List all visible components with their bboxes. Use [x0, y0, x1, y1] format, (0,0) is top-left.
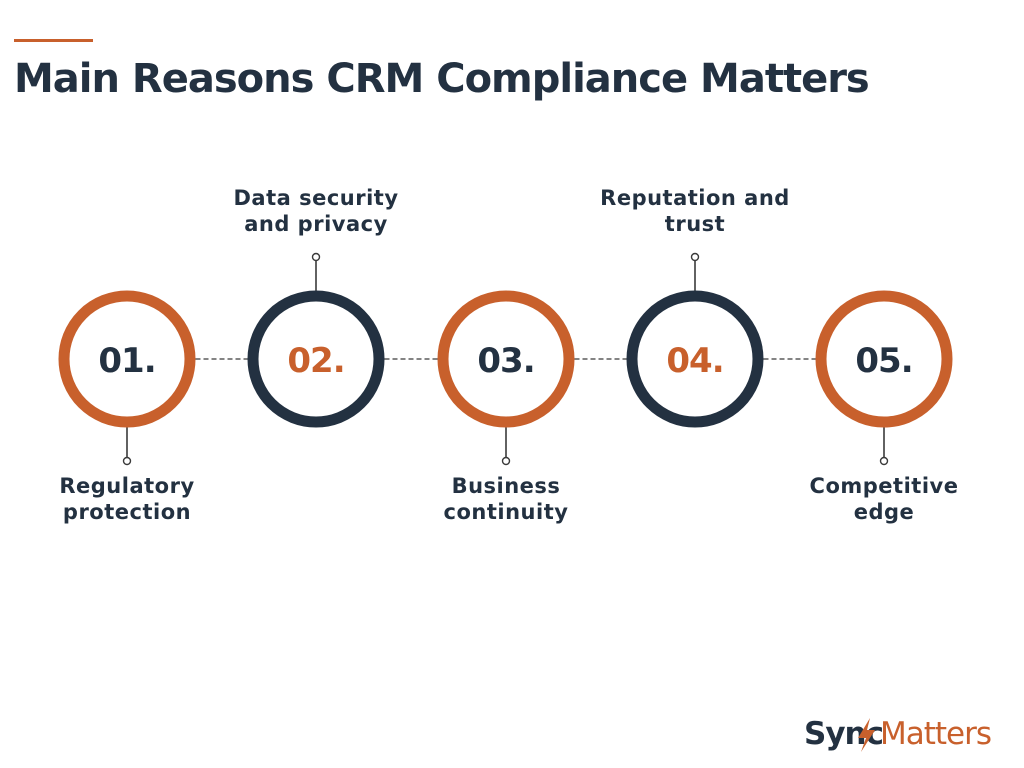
title-accent-line — [14, 39, 93, 42]
step-label-2: Data security and privacy — [206, 185, 426, 237]
step-number-4: 04. — [666, 341, 723, 381]
page-title: Main Reasons CRM Compliance Matters — [14, 56, 870, 102]
step-ring-5 — [815, 290, 953, 428]
stem-dot-5 — [879, 456, 889, 466]
step-number-5: 05. — [855, 341, 912, 381]
stem-dot-4 — [690, 252, 700, 262]
step-ring-4 — [626, 290, 764, 428]
step-ring-3 — [437, 290, 575, 428]
step-label-4: Reputation and trust — [585, 185, 805, 237]
step-label-line: Regulatory — [59, 474, 195, 498]
syncmatters-logo: Sync Matters — [804, 716, 992, 752]
logo-text-matters: Matters — [880, 716, 991, 752]
stem-dot-2 — [311, 252, 321, 262]
step-number-1: 01. — [98, 341, 155, 381]
lightning-bolt-icon — [858, 718, 875, 752]
step-number-3: 03. — [477, 341, 534, 381]
step-label-line: protection — [62, 500, 192, 524]
step-label-line: Competitive — [809, 474, 959, 498]
step-label-line: continuity — [443, 500, 569, 524]
step-label-line: edge — [853, 500, 915, 524]
rings: 01. 02. 03. 04. 05. — [58, 290, 953, 428]
step-number-2: 02. — [287, 341, 344, 381]
step-label-line: and privacy — [244, 212, 388, 236]
step-label-1: Regulatory protection — [17, 473, 237, 525]
stems — [122, 252, 889, 466]
step-label-3: Business continuity — [396, 473, 616, 525]
stem-dot-1 — [122, 456, 132, 466]
step-label-line: trust — [664, 212, 726, 236]
step-label-line: Business — [451, 474, 561, 498]
step-label-line: Reputation and — [600, 186, 790, 210]
step-label-line: Data security — [233, 186, 399, 210]
step-ring-1 — [58, 290, 196, 428]
step-label-5: Competitive edge — [774, 473, 994, 525]
step-ring-2 — [247, 290, 385, 428]
stem-dot-3 — [501, 456, 511, 466]
